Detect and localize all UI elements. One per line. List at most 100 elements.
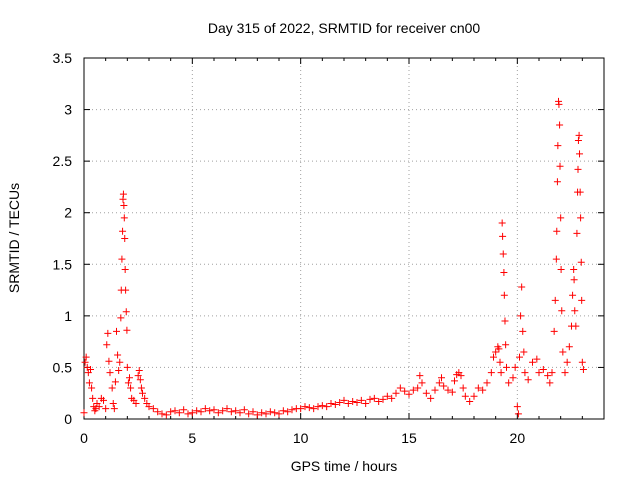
data-point	[459, 384, 467, 392]
data-point	[529, 358, 536, 366]
x-tick-label: 20	[510, 430, 526, 446]
data-point	[505, 379, 513, 387]
data-point	[193, 407, 201, 415]
data-point	[509, 374, 517, 382]
data-point	[249, 408, 257, 416]
data-point	[201, 405, 209, 413]
data-point	[501, 317, 509, 325]
y-tick-label: 2.5	[53, 153, 73, 169]
data-point	[103, 341, 111, 349]
data-point	[331, 401, 339, 409]
data-point	[121, 235, 129, 242]
data-point	[440, 382, 448, 390]
data-point	[137, 384, 145, 392]
data-point	[245, 410, 253, 418]
data-point	[496, 358, 504, 366]
data-point	[118, 255, 126, 263]
data-point	[370, 394, 378, 402]
data-point	[487, 369, 495, 377]
data-point	[574, 137, 582, 145]
y-axis-title: SRMTID / TECUs	[6, 183, 22, 293]
data-point	[396, 384, 404, 392]
data-point	[457, 372, 465, 380]
data-point	[539, 365, 547, 373]
data-point	[253, 411, 261, 419]
data-point	[188, 409, 196, 417]
data-point	[119, 227, 127, 235]
data-point	[124, 379, 132, 387]
data-point	[573, 229, 581, 237]
data-point	[100, 396, 107, 404]
tick-marks	[83, 57, 604, 420]
data-point	[401, 387, 409, 395]
data-point	[579, 365, 587, 373]
data-point	[448, 388, 456, 396]
data-point	[135, 367, 143, 375]
data-point	[340, 396, 348, 404]
data-point	[519, 327, 527, 335]
data-point	[492, 348, 500, 356]
data-point	[556, 162, 564, 170]
data-point	[297, 405, 305, 413]
data-point	[236, 409, 244, 417]
data-point	[555, 100, 563, 108]
data-points	[80, 97, 587, 419]
x-tick-label: 15	[401, 430, 417, 446]
data-point	[546, 379, 554, 387]
data-point	[305, 404, 313, 412]
data-point	[162, 411, 170, 419]
data-point	[503, 363, 510, 371]
data-point	[427, 394, 435, 402]
data-point	[206, 407, 214, 415]
data-point	[139, 389, 146, 397]
data-point	[141, 394, 149, 402]
data-point	[318, 402, 326, 410]
data-point	[551, 296, 559, 304]
data-point	[553, 178, 561, 186]
data-point	[431, 386, 439, 394]
data-point	[227, 408, 235, 416]
y-tick-label: 1	[64, 308, 72, 324]
data-point	[524, 376, 532, 384]
data-point	[383, 392, 391, 400]
y-tick-label: 0	[64, 411, 72, 427]
data-point	[557, 214, 565, 222]
data-point	[197, 408, 205, 416]
data-point	[336, 398, 344, 406]
data-point	[405, 390, 413, 398]
data-point	[108, 384, 116, 392]
data-point	[490, 353, 497, 361]
data-point	[554, 142, 562, 150]
data-point	[466, 397, 474, 405]
data-point	[240, 406, 248, 414]
data-point	[557, 265, 565, 273]
data-point	[578, 358, 586, 366]
data-point	[497, 369, 505, 377]
data-point	[569, 291, 577, 299]
data-point	[134, 372, 142, 380]
data-point	[106, 369, 114, 377]
data-point	[87, 365, 94, 373]
data-point	[548, 369, 556, 377]
data-point	[559, 348, 567, 356]
data-point	[565, 343, 573, 351]
data-point	[88, 384, 96, 392]
data-point	[552, 255, 560, 263]
data-point	[572, 322, 580, 330]
data-point	[375, 397, 383, 405]
data-point	[349, 397, 357, 405]
data-point	[214, 409, 222, 417]
data-point	[500, 269, 508, 277]
axes	[83, 57, 605, 420]
data-point	[574, 165, 582, 173]
data-point	[422, 389, 430, 397]
data-point	[499, 250, 507, 258]
data-point	[123, 363, 131, 371]
data-point	[114, 351, 122, 359]
data-point	[85, 379, 93, 387]
data-point	[284, 408, 292, 416]
data-point	[576, 150, 584, 158]
data-point	[499, 232, 507, 240]
data-point	[95, 403, 103, 411]
